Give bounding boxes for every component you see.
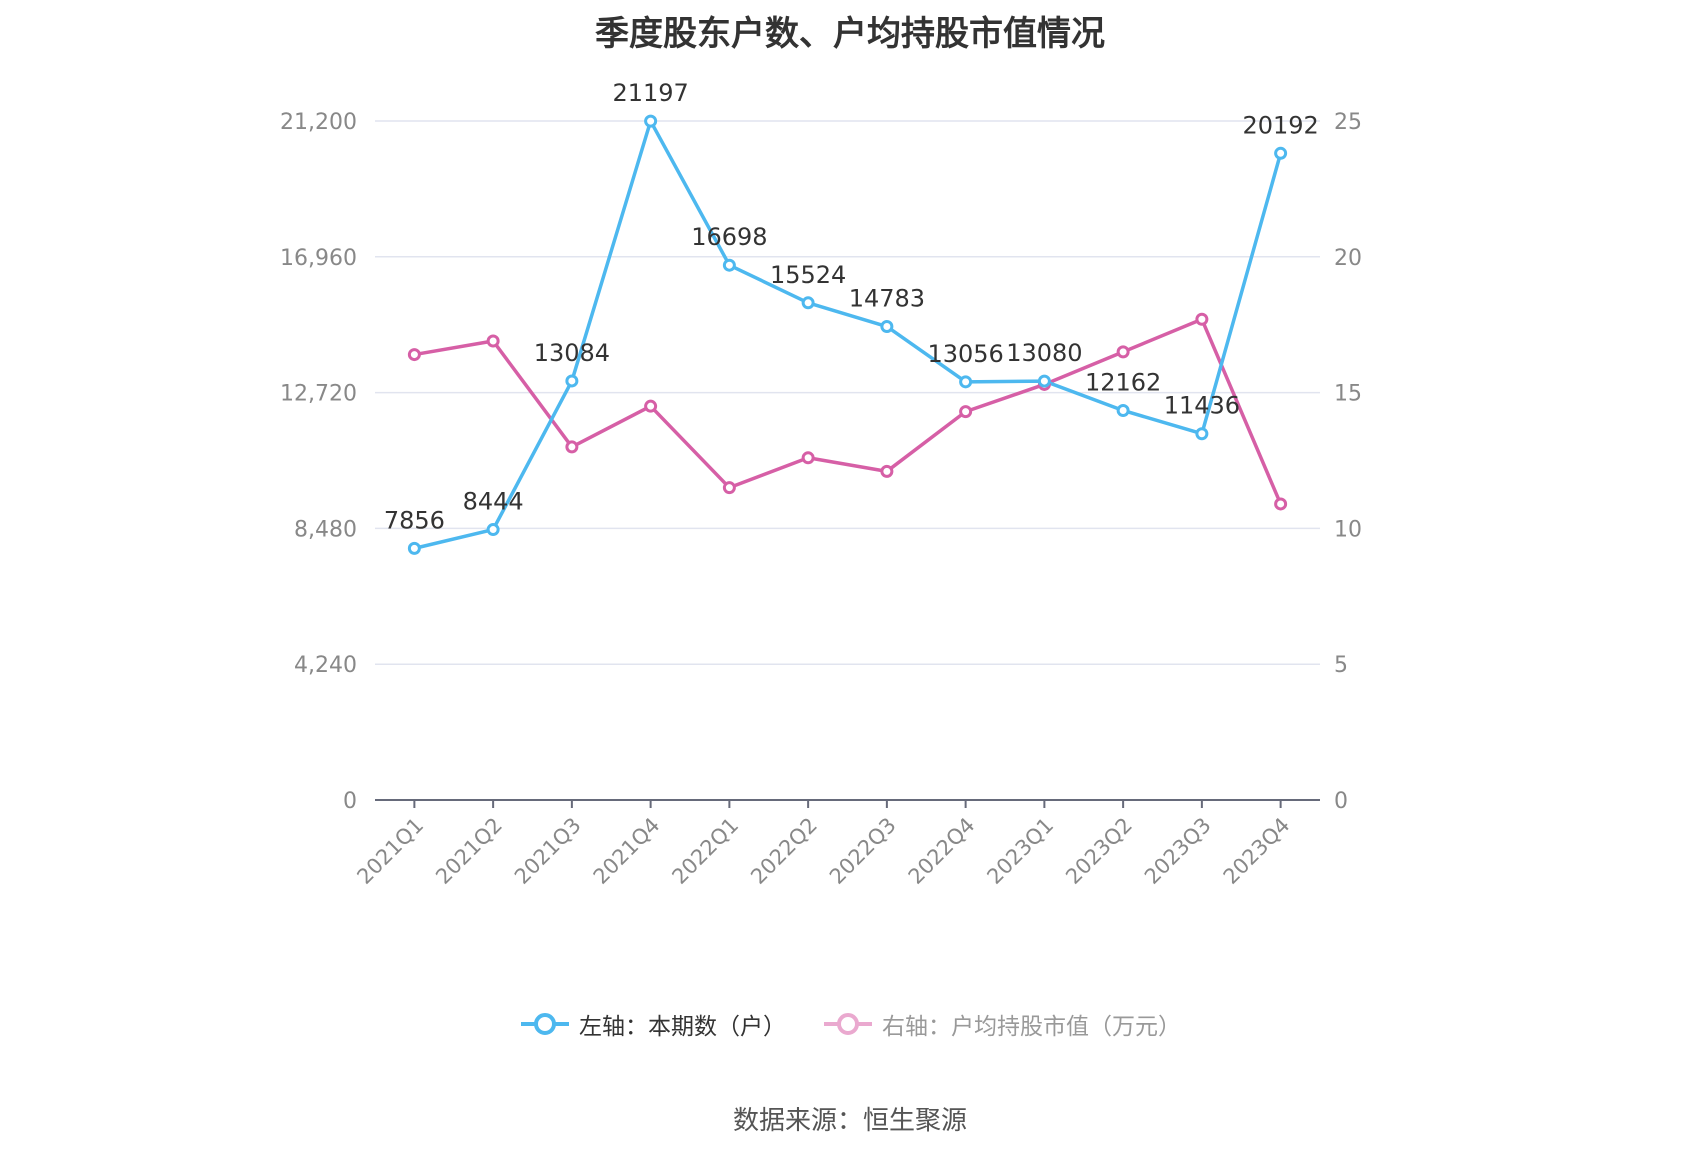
legend-line-circle-icon <box>521 1013 569 1035</box>
data-point-right <box>880 464 894 478</box>
x-axis-category-label: 2023Q3 <box>1140 813 1216 889</box>
left-axis-tick-label: 12,720 <box>280 382 357 407</box>
data-point-right <box>1274 497 1288 511</box>
right-axis-tick-label: 5 <box>1334 653 1348 678</box>
data-point-left <box>644 114 658 128</box>
right-axis-tick-label: 25 <box>1334 110 1362 135</box>
data-point-left <box>407 541 421 555</box>
data-label: 11436 <box>1164 392 1240 420</box>
x-axis-category-label: 2022Q1 <box>667 813 743 889</box>
data-point-left <box>1116 403 1130 417</box>
x-axis-category-label: 2021Q4 <box>589 813 665 889</box>
data-point-left <box>1195 427 1209 441</box>
data-label: 13056 <box>927 340 1003 368</box>
x-axis-category-label: 2021Q3 <box>510 813 586 889</box>
data-point-right <box>407 348 421 362</box>
data-point-right <box>1116 345 1130 359</box>
right-axis-tick-label: 15 <box>1334 382 1362 407</box>
legend-item-left-series[interactable]: 左轴：本期数（户） <box>519 1007 786 1041</box>
x-axis-category-label: 2023Q4 <box>1219 813 1295 889</box>
data-label: 12162 <box>1085 368 1161 396</box>
data-label: 13084 <box>534 339 610 367</box>
legend-line-circle-icon <box>824 1013 872 1035</box>
legend: 左轴：本期数（户） 右轴：户均持股市值（万元） <box>0 1007 1700 1041</box>
x-axis-category-label: 2023Q1 <box>982 813 1058 889</box>
x-axis-category-label: 2023Q2 <box>1061 813 1137 889</box>
data-point-right <box>959 405 973 419</box>
data-label: 7856 <box>384 506 445 534</box>
series-line-right <box>414 317 1283 505</box>
left-axis-tick-label: 4,240 <box>294 653 357 678</box>
x-axis-category-label: 2022Q2 <box>746 813 822 889</box>
left-axis-tick-label: 0 <box>343 789 357 814</box>
left-axis-tick-label: 8,480 <box>294 517 357 542</box>
x-axis-category-label: 2022Q3 <box>825 813 901 889</box>
data-label: 15524 <box>770 261 846 289</box>
data-point-right <box>565 440 579 454</box>
data-point-left <box>1274 146 1288 160</box>
data-point-right <box>1195 312 1209 326</box>
x-axis-category-label: 2021Q1 <box>352 813 428 889</box>
data-point-left <box>801 296 815 310</box>
data-label: 16698 <box>691 223 767 251</box>
legend-item-right-series[interactable]: 右轴：户均持股市值（万元） <box>822 1007 1181 1041</box>
x-axis-category-label: 2021Q2 <box>431 813 507 889</box>
data-label: 8444 <box>463 488 524 516</box>
data-point-left <box>959 375 973 389</box>
right-axis-tick-label: 20 <box>1334 246 1362 271</box>
data-point-right <box>644 399 658 413</box>
data-point-left <box>722 258 736 272</box>
legend-label-left-series: 左轴：本期数（户） <box>579 1014 786 1040</box>
data-point-left <box>486 523 500 537</box>
data-point-right <box>801 451 815 465</box>
data-point-left <box>880 320 894 334</box>
right-axis-tick-label: 10 <box>1334 517 1362 542</box>
left-axis-tick-label: 21,200 <box>280 110 357 135</box>
source-note: 数据来源：恒生聚源 <box>732 1106 967 1136</box>
left-axis-tick-label: 16,960 <box>280 246 357 271</box>
data-label: 20192 <box>1242 111 1318 139</box>
legend-label-right-series: 右轴：户均持股市值（万元） <box>882 1014 1181 1040</box>
series-line-left <box>413 119 1283 551</box>
x-axis-category-label: 2022Q4 <box>904 813 980 889</box>
data-label: 21197 <box>612 79 688 107</box>
right-axis-tick-label: 0 <box>1334 789 1348 814</box>
data-point-left <box>565 374 579 388</box>
chart-title: 季度股东户数、户均持股市值情况 <box>595 14 1105 54</box>
data-point-right <box>722 481 736 495</box>
data-point-left <box>1037 374 1051 388</box>
data-label: 13080 <box>1006 339 1082 367</box>
data-label: 14783 <box>849 285 925 313</box>
data-point-right <box>486 334 500 348</box>
